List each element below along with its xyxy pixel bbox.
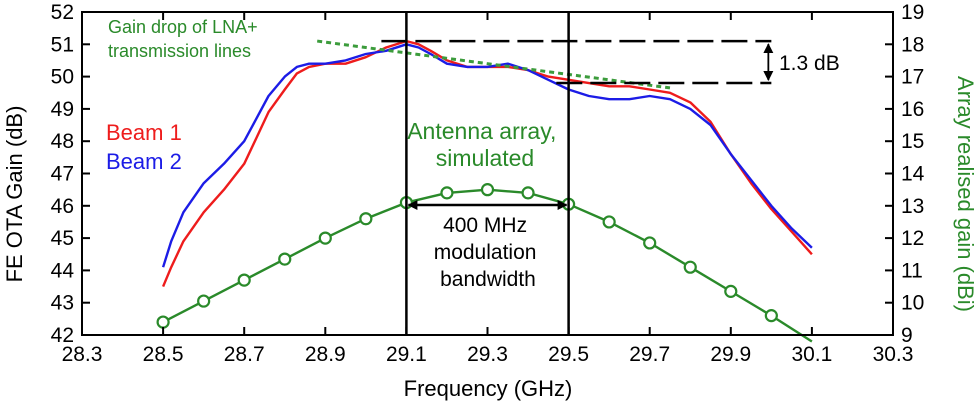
simulated-marker — [197, 294, 211, 308]
simulated-marker — [521, 186, 535, 200]
bandwidth-label-line2: modulation — [434, 241, 537, 264]
y-tick-label-right: 15 — [901, 130, 924, 153]
bracket-label: 1.3 dB — [779, 52, 840, 75]
y-tick-label-left: 52 — [51, 1, 74, 24]
beam2-label: Beam 2 — [106, 149, 182, 174]
x-tick-label: 28.3 — [62, 343, 103, 366]
simulated-label-line1: Antenna array, — [407, 118, 556, 144]
y-tick-label-right: 17 — [901, 66, 924, 89]
x-tick-label: 30.1 — [791, 343, 832, 366]
simulated-marker — [724, 284, 738, 298]
x-tick-label: 29.7 — [629, 343, 670, 366]
simulated-marker — [602, 215, 616, 229]
simulated-marker — [359, 212, 373, 226]
y-tick-label-right: 11 — [901, 259, 923, 282]
beam1-line — [161, 39, 813, 288]
y-tick-label-left: 46 — [51, 195, 74, 218]
x-tick-label: 28.7 — [224, 343, 265, 366]
y-tick-label-right: 12 — [901, 227, 924, 250]
trend-label-line2: transmission lines — [108, 41, 251, 61]
guides-layer — [316, 12, 774, 335]
trend-line — [316, 39, 671, 90]
x-tick-label: 28.5 — [143, 343, 184, 366]
y-tick-label-right: 13 — [901, 195, 924, 218]
simulated-marker — [643, 236, 657, 250]
y-tick-label-left: 51 — [51, 33, 74, 56]
x-tick-label: 29.3 — [467, 343, 508, 366]
simulated-label-line2: simulated — [436, 145, 534, 171]
y-axis-title-left: FE OTA Gain (dB) — [2, 106, 27, 283]
trend-label: Gain drop of LNA+ transmission lines — [108, 17, 263, 61]
y-tick-label-left: 48 — [51, 130, 74, 153]
simulated-marker — [156, 315, 170, 329]
y-tick-label-right: 9 — [901, 324, 913, 347]
simulated-marker — [480, 183, 495, 197]
y-tick-label-left: 49 — [51, 98, 74, 121]
y-tick-label-right: 16 — [901, 98, 924, 121]
simulated-label: Antenna array, simulated — [407, 118, 563, 171]
x-axis-title: Frequency (GHz) — [404, 376, 573, 401]
x-tick-label: 29.1 — [386, 343, 427, 366]
ticks-layer: 28.3 28.5 28.7 28.9 29.1 29.3 29.5 29.7 29.9 30.1… — [51, 1, 925, 366]
series-layer — [156, 39, 813, 343]
simulated-marker — [683, 260, 697, 274]
y-tick-label-right: 14 — [901, 163, 925, 186]
y-tick-label-left: 50 — [51, 66, 74, 89]
simulated-marker — [764, 309, 778, 323]
bandwidth-label-line1: 400 MHz — [443, 214, 527, 237]
y-tick-label-right: 19 — [901, 1, 924, 24]
y-tick-label-left: 44 — [51, 259, 75, 282]
x-tick-label: 29.9 — [710, 343, 751, 366]
x-tick-label: 30.3 — [873, 343, 914, 366]
bandwidth-label: 400 MHz modulation bandwidth — [434, 214, 543, 291]
y-tick-label-left: 43 — [51, 292, 74, 315]
simulated-marker — [278, 252, 292, 266]
bandwidth-label-line3: bandwidth — [440, 268, 536, 291]
beam1-label: Beam 1 — [106, 120, 182, 145]
simulated-marker — [237, 273, 251, 287]
y-axis-title-right: Array realised gain (dBi) — [953, 76, 978, 312]
y-tick-label-right: 10 — [901, 292, 924, 315]
simulated-line — [162, 188, 813, 343]
beam2-line — [161, 43, 813, 268]
trend-label-line1: Gain drop of LNA+ — [108, 17, 258, 37]
simulated-marker — [440, 186, 454, 200]
y-tick-label-right: 18 — [901, 33, 924, 56]
x-tick-label: 28.9 — [305, 343, 346, 366]
simulated-marker — [318, 231, 332, 245]
y-tick-label-left: 42 — [51, 324, 74, 347]
x-tick-label: 29.5 — [548, 343, 589, 366]
y-tick-label-left: 47 — [51, 163, 74, 186]
y-tick-label-left: 45 — [51, 227, 74, 250]
